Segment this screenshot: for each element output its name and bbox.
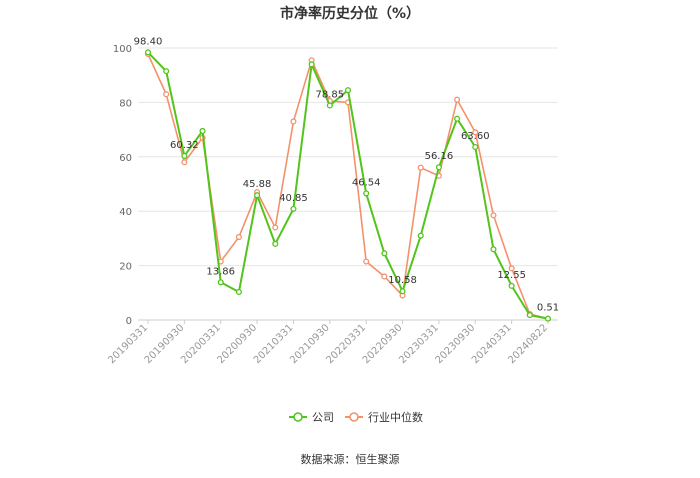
series-0-point — [272, 240, 279, 247]
data-label: 45.88 — [243, 179, 272, 190]
data-label: 98.40 — [134, 36, 163, 47]
series-0-point — [235, 288, 242, 296]
series-0-point — [254, 192, 261, 199]
data-label: 12.55 — [497, 270, 526, 281]
data-label: 78.85 — [315, 90, 344, 101]
series-0-point — [417, 232, 424, 239]
series-0-point — [344, 87, 352, 94]
data-label: 46.54 — [352, 177, 381, 188]
series-1-point — [472, 129, 479, 136]
series-0-point — [290, 205, 297, 212]
data-label: 10.58 — [388, 275, 417, 286]
series-0-point — [163, 68, 170, 75]
series-1-point — [363, 258, 370, 265]
series-0-point — [508, 282, 515, 289]
series-0-point — [363, 190, 370, 197]
data-label: 40.85 — [279, 193, 308, 204]
series-1-point — [235, 233, 242, 241]
source-note: 数据来源：恒生聚源 — [301, 452, 400, 466]
series-0-point — [181, 152, 188, 159]
series-1-point — [163, 91, 170, 98]
series-0-point — [454, 115, 461, 122]
y-tick-label: 100 — [113, 44, 132, 55]
legend-label: 公司 — [312, 411, 334, 424]
series-0-point — [217, 279, 224, 286]
series-1-point — [454, 96, 461, 103]
series-0-point — [472, 143, 479, 151]
series-1-point — [181, 159, 188, 166]
legend-swatch-marker — [349, 412, 359, 422]
legend[interactable]: 公司 行业中位数 — [289, 410, 423, 424]
legend-item-0[interactable]: 公司 — [289, 411, 334, 424]
data-label: 0.51 — [537, 303, 559, 314]
series-0-point — [308, 61, 315, 68]
series-0-point — [490, 246, 497, 253]
series-0-point — [199, 127, 206, 135]
legend-swatch-marker — [293, 412, 303, 422]
series-0-point — [526, 312, 533, 319]
series-0-point — [544, 315, 552, 322]
data-label: 56.16 — [425, 151, 454, 162]
x-tick-label: 20240822 — [506, 322, 550, 366]
series-0-point — [381, 250, 388, 257]
legend-item-1[interactable]: 行业中位数 — [345, 410, 423, 424]
legend-label: 行业中位数 — [368, 410, 423, 424]
series-0-point — [326, 102, 333, 109]
y-tick-label: 0 — [126, 316, 132, 327]
data-label: 13.86 — [206, 266, 235, 277]
series-0-point — [435, 164, 442, 171]
series-1-point — [417, 164, 424, 171]
data-label: 63.60 — [461, 131, 490, 142]
series-1-point — [290, 118, 297, 125]
series-1-point — [272, 224, 279, 231]
chart-title: 市净率历史分位（%） — [280, 5, 420, 22]
data-labels: 98.40 60.32 13.86 45.88 40.85 78.85 46.54 10.58… — [134, 36, 559, 313]
series-0-point — [144, 49, 152, 56]
y-tick-label: 80 — [119, 98, 132, 109]
series-1-point — [490, 212, 497, 219]
y-tick-label: 40 — [119, 207, 132, 218]
data-label: 60.32 — [170, 140, 199, 151]
series-lines — [144, 49, 552, 322]
y-tick-label: 20 — [119, 262, 132, 273]
y-tick-label: 60 — [119, 153, 132, 164]
series-1-point — [508, 265, 515, 272]
series-0-point — [399, 288, 406, 295]
series-1-point — [381, 273, 388, 280]
